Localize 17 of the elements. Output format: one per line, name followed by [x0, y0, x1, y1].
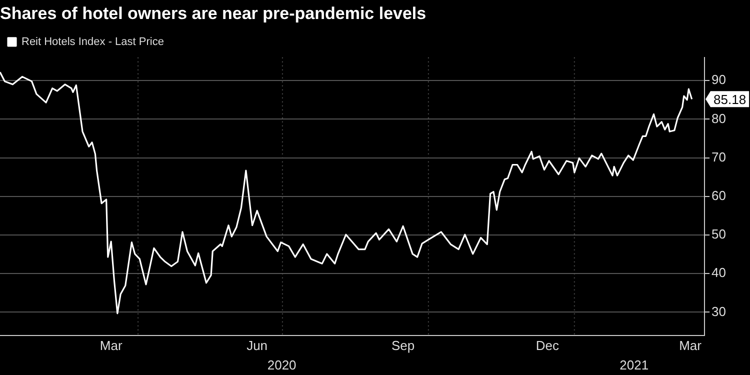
x-tick-label: Mar [679, 338, 702, 353]
text: 2021 [620, 357, 649, 372]
data-label: 85.18 [714, 92, 746, 107]
y-tick-label: 80 [712, 110, 726, 126]
y-tick-label: 50 [712, 226, 726, 242]
chart-title: Shares of hotel owners are near pre-pandemic levels [0, 4, 426, 23]
y-tick-label: 90 [712, 72, 726, 88]
x-tick-label: Mar [100, 338, 123, 353]
y-tick-label: 60 [712, 188, 726, 203]
x-tick-label: Dec [536, 338, 560, 353]
x-tick-label: Sep [391, 338, 415, 353]
y-tick-label: 40 [712, 265, 726, 280]
legend-label: Reit Hotels Index - Last Price [22, 36, 164, 48]
x-tick-label: Jun [246, 338, 268, 353]
text: 2020 [267, 357, 296, 372]
y-tick-label: 70 [712, 149, 726, 164]
y-tick-label: 30 [712, 304, 726, 319]
